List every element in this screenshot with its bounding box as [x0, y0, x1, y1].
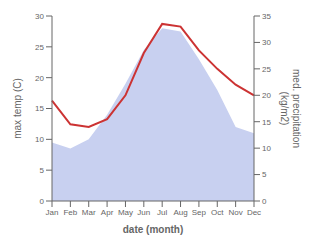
svg-text:Feb: Feb: [63, 208, 77, 217]
svg-text:May: May: [118, 208, 133, 217]
svg-text:date (month): date (month): [123, 224, 184, 235]
svg-text:25: 25: [35, 43, 44, 52]
svg-text:med. precipitation(kg/m2): med. precipitation(kg/m2): [279, 69, 302, 148]
svg-text:10: 10: [35, 135, 44, 144]
svg-text:30: 30: [262, 38, 271, 47]
svg-text:25: 25: [262, 65, 271, 74]
svg-text:Oct: Oct: [211, 208, 224, 217]
svg-text:20: 20: [35, 74, 44, 83]
svg-text:30: 30: [35, 12, 44, 21]
svg-text:15: 15: [262, 118, 271, 127]
svg-text:Nov: Nov: [229, 208, 243, 217]
svg-text:15: 15: [35, 104, 44, 113]
svg-text:10: 10: [262, 144, 271, 153]
svg-text:5: 5: [262, 170, 267, 179]
svg-text:Mar: Mar: [82, 208, 96, 217]
svg-text:Apr: Apr: [101, 208, 114, 217]
svg-text:5: 5: [40, 166, 45, 175]
svg-text:Dec: Dec: [247, 208, 261, 217]
svg-text:0: 0: [40, 197, 45, 206]
svg-text:Aug: Aug: [173, 208, 187, 217]
svg-text:Sep: Sep: [192, 208, 207, 217]
svg-text:max temp (C): max temp (C): [12, 78, 23, 139]
svg-text:Jan: Jan: [46, 208, 59, 217]
svg-text:35: 35: [262, 12, 271, 21]
svg-text:0: 0: [262, 197, 267, 206]
svg-text:20: 20: [262, 91, 271, 100]
svg-text:Jul: Jul: [157, 208, 167, 217]
svg-text:Jun: Jun: [137, 208, 150, 217]
